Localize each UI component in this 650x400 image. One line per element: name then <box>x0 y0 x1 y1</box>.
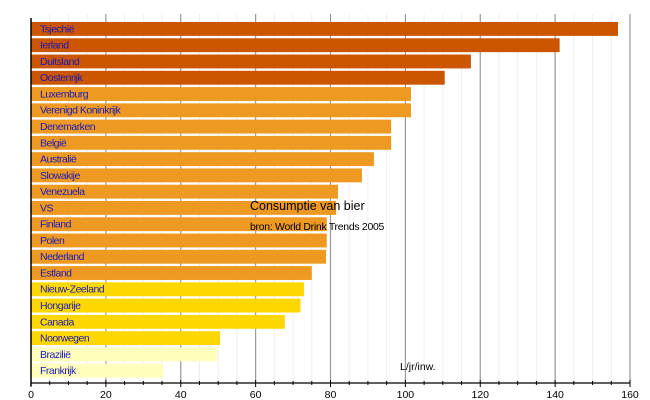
x-tick-label: 120 <box>471 389 489 400</box>
bar <box>31 331 221 346</box>
bar-label: Verenigd Koninkrijk <box>40 105 122 117</box>
bar <box>31 135 392 150</box>
bar <box>31 249 327 264</box>
x-tick-label: 20 <box>100 389 112 400</box>
bar <box>31 152 374 167</box>
x-tick-label: 40 <box>175 389 187 400</box>
bar <box>31 314 285 329</box>
bar-label: Slowakije <box>40 170 81 182</box>
bar <box>31 266 312 280</box>
bar-label: VS <box>40 202 54 214</box>
x-tick-label: 60 <box>250 389 262 400</box>
bar-label: Frankrijk <box>40 365 77 377</box>
bar-label: Polen <box>40 235 65 247</box>
bar-label: Venezuela <box>40 186 85 198</box>
x-tick-label: 80 <box>325 389 337 400</box>
chart-subtitle: bron: World Drink Trends 2005 <box>250 221 385 233</box>
bar <box>31 298 301 313</box>
bar <box>31 184 338 199</box>
x-axis-label: L/jr/inw. <box>400 361 436 373</box>
bar-label: Canada <box>40 316 74 328</box>
bar-label: Oostenrijk <box>40 72 84 84</box>
bar <box>31 347 218 362</box>
bar <box>31 233 327 248</box>
bar <box>31 363 164 378</box>
x-tick-label: 160 <box>621 389 639 400</box>
bar <box>31 201 337 215</box>
bar-label: Australië <box>40 154 77 166</box>
bar-label: Estland <box>40 267 72 279</box>
bar-label: Ierland <box>40 40 69 52</box>
bar-label: Denemarken <box>40 121 96 133</box>
bar-label: Hongarije <box>40 300 81 312</box>
bar-label: België <box>40 137 67 149</box>
bars: Tsjechië Ierland Duitsland Oostenrijk Luxemb… <box>31 22 619 378</box>
bar <box>31 87 411 101</box>
x-tick-label: 100 <box>397 389 415 400</box>
x-tick-label: 140 <box>546 389 564 400</box>
x-tick-label: 0 <box>28 389 34 400</box>
bar-label: Nieuw-Zeeland <box>40 284 105 296</box>
bar <box>31 22 619 36</box>
bar <box>31 54 471 69</box>
bar <box>31 119 392 134</box>
bar-label: Noorwegen <box>40 333 90 345</box>
x-axis: 0 20 40 60 80 100 120 140 160 <box>28 18 639 400</box>
bar-label: Tsjechië <box>40 23 75 35</box>
chart-title: Consumptie van bier <box>250 199 365 213</box>
bar <box>31 103 411 118</box>
bar-label: Brazilië <box>40 349 71 361</box>
bar <box>31 217 327 232</box>
bar-label: Duitsland <box>40 56 80 68</box>
bar <box>31 70 445 85</box>
bar-label: Finland <box>40 219 72 231</box>
bar <box>31 282 304 297</box>
bar <box>31 38 560 53</box>
bar-label: Luxemburg <box>40 88 89 100</box>
bar-label: Nederland <box>40 251 85 263</box>
bar <box>31 168 362 183</box>
